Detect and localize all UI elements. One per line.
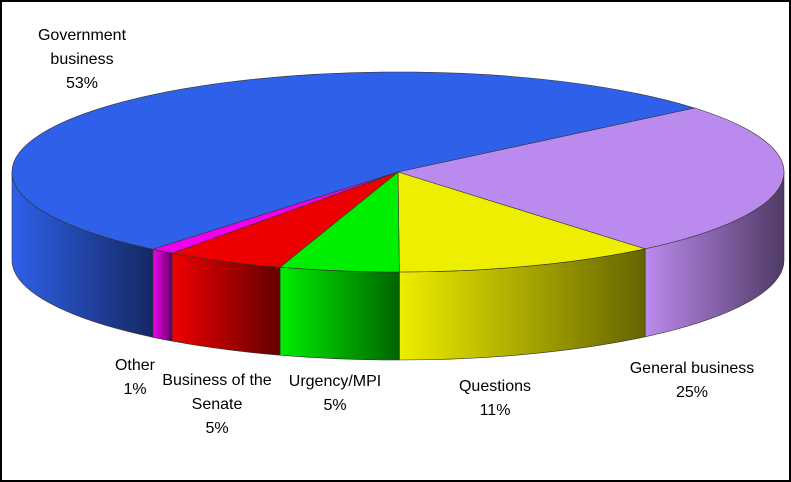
value-label: 1% (123, 381, 147, 398)
slice-label: Questions 11% (435, 375, 555, 423)
value-label: 53% (65, 75, 99, 92)
slice-label: Other 1% (105, 354, 165, 402)
value-label: 5% (205, 420, 229, 437)
slice-side (152, 248, 173, 342)
category-name: Questions (458, 378, 532, 395)
slice-side (171, 252, 281, 356)
category-name: Business of the Senate (162, 372, 272, 413)
category-name: General business (629, 360, 755, 377)
slice (11, 71, 696, 250)
category-name: Government business (37, 27, 127, 68)
slice-label: Government business 53% (22, 24, 142, 96)
value-label: 5% (323, 397, 347, 414)
slice (396, 107, 785, 250)
category-name: Other (114, 357, 155, 374)
slice-label: Urgency/MPI 5% (275, 370, 395, 418)
value-label: 25% (675, 384, 709, 401)
value-label: 11% (479, 402, 511, 419)
slice-label: Business of the Senate 5% (162, 369, 272, 441)
slice-side (279, 266, 400, 361)
slice (397, 171, 647, 273)
slice (151, 171, 399, 254)
category-name: Urgency/MPI (288, 373, 382, 390)
slice-label: General business 25% (607, 357, 777, 405)
